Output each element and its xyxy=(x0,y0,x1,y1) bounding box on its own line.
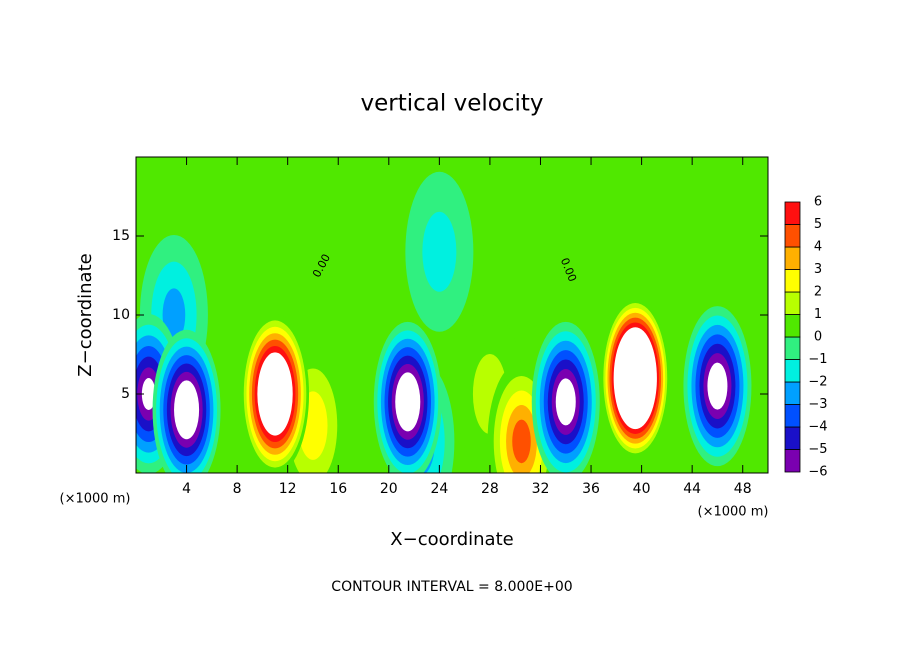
x-tick-label: 8 xyxy=(233,481,242,497)
colorbar-swatch xyxy=(784,224,801,248)
colorbar-label: −5 xyxy=(808,442,827,457)
colorbar-label: −6 xyxy=(808,465,827,480)
colorbar-label: 0 xyxy=(814,330,822,345)
field-cell xyxy=(713,376,722,396)
colorbar-label: −2 xyxy=(808,375,827,390)
colorbar-swatch xyxy=(784,404,801,428)
x-tick-label: 40 xyxy=(633,481,651,497)
field-cell xyxy=(403,393,412,411)
plot-frame xyxy=(135,156,769,474)
field-cell xyxy=(422,211,457,292)
colorbar-label: 5 xyxy=(814,217,822,232)
field-cell xyxy=(303,402,323,449)
x-tick-label: 32 xyxy=(532,481,550,497)
colorbar-label: 3 xyxy=(814,262,822,277)
x-tick-label: 44 xyxy=(683,481,701,497)
colorbar-label: 1 xyxy=(814,307,822,322)
colorbar-label: −3 xyxy=(808,397,827,412)
x-tick-label: 16 xyxy=(329,481,347,497)
colorbar-swatch xyxy=(784,336,801,360)
subtitle: CONTOUR INTERVAL = 8.000E+00 xyxy=(331,579,572,595)
field-cell xyxy=(561,392,570,412)
x-unit: (×1000 m) xyxy=(60,492,131,507)
colorbar-label: −4 xyxy=(808,420,827,435)
y-tick-label: 10 xyxy=(112,307,130,323)
chart-title: vertical velocity xyxy=(361,91,544,117)
field-cell xyxy=(182,401,191,419)
colorbar-swatch xyxy=(784,201,801,225)
field-cell xyxy=(515,426,528,456)
y-axis-label: Z−coordinate xyxy=(75,253,96,376)
x-tick-label: 36 xyxy=(582,481,600,497)
x-tick-label: 48 xyxy=(734,481,752,497)
colorbar-swatch xyxy=(784,246,801,270)
y-tick-label: 5 xyxy=(121,386,130,402)
field-cell xyxy=(271,387,280,401)
field-cell xyxy=(631,372,640,385)
colorbar-swatch xyxy=(784,314,801,338)
field-cell xyxy=(144,383,154,405)
x-tick-label: 24 xyxy=(430,481,448,497)
field-cell xyxy=(162,288,186,342)
colorbar-swatch xyxy=(784,291,801,315)
x-tick-label: 20 xyxy=(380,481,398,497)
colorbar-label: 4 xyxy=(814,240,822,255)
colorbar-swatch xyxy=(784,449,801,473)
colorbar-swatch xyxy=(784,359,801,383)
colorbar-label: 2 xyxy=(814,285,822,300)
x-tick-label: 4 xyxy=(182,481,191,497)
colorbar-label: −1 xyxy=(808,352,827,367)
x-tick-label: 28 xyxy=(481,481,499,497)
colorbar-label: 6 xyxy=(814,195,822,210)
x-unit: (×1000 m) xyxy=(698,505,769,520)
y-tick-label: 15 xyxy=(112,228,130,244)
colorbar-swatch xyxy=(784,269,801,293)
colorbar-swatch xyxy=(784,381,801,405)
x-tick-label: 12 xyxy=(279,481,297,497)
field xyxy=(136,157,768,473)
x-axis-label: X−coordinate xyxy=(390,529,513,550)
colorbar-swatch xyxy=(784,426,801,450)
